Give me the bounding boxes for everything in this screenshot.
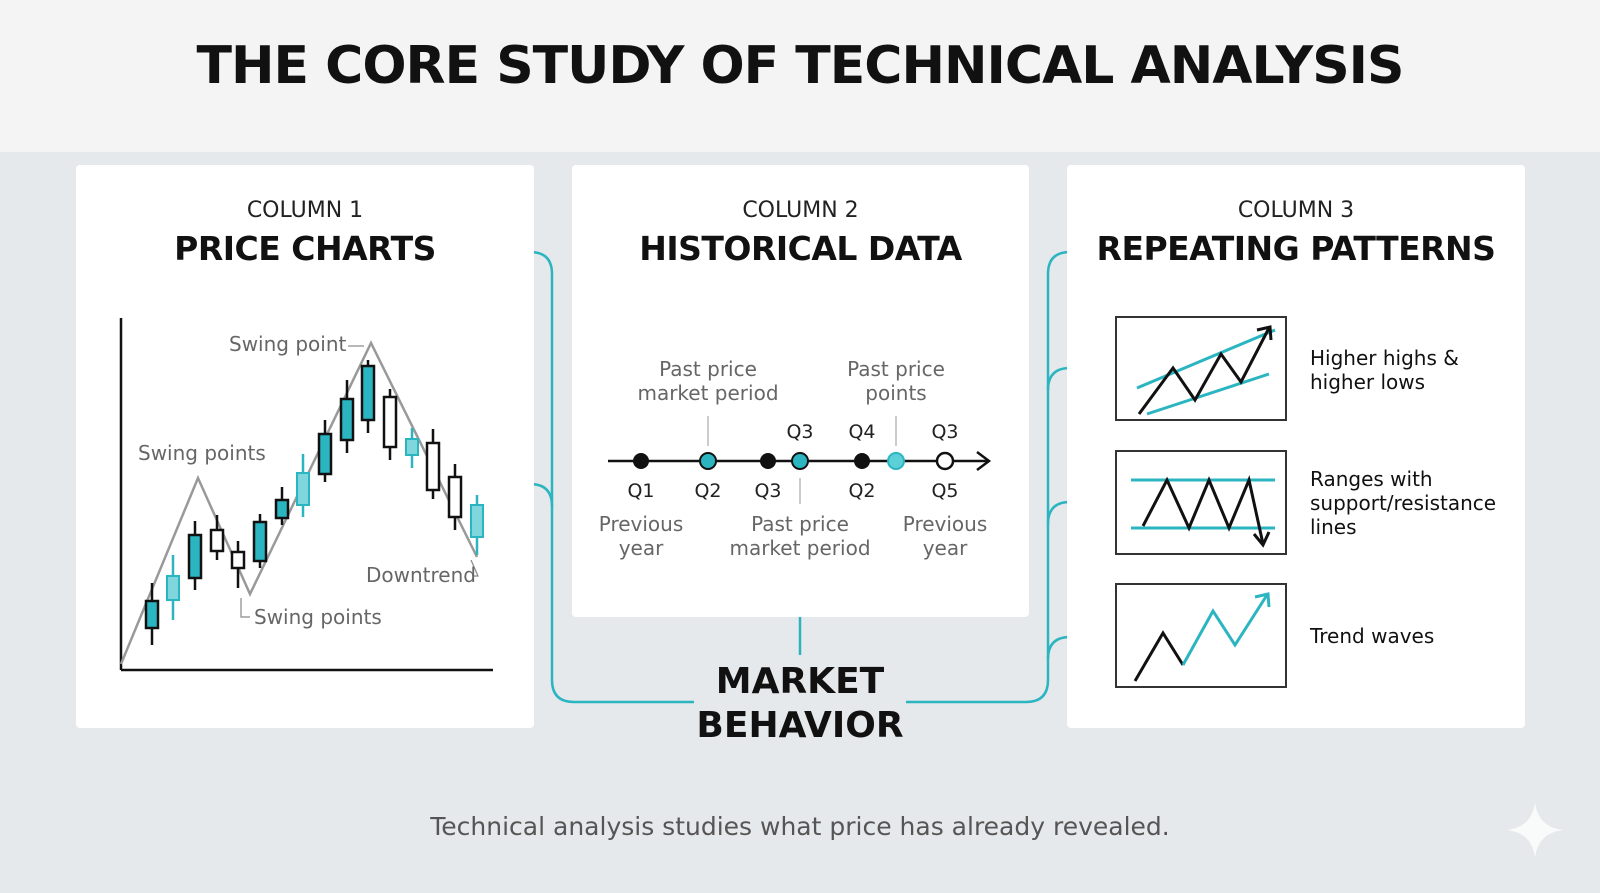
timeline-node-q3	[760, 453, 776, 469]
downtrend-leader	[470, 559, 479, 577]
column-1-title: PRICE CHARTS	[174, 229, 436, 268]
pattern-2-description: Ranges with support/resistance lines	[1310, 467, 1497, 539]
q3-upper-right-label: Q3	[931, 421, 959, 443]
swing-points-lower-leader	[240, 598, 250, 618]
candlestick-body	[425, 441, 441, 492]
timeline-node-q4	[854, 453, 870, 469]
candlestick-5	[230, 541, 246, 588]
candlestick-body	[470, 504, 484, 538]
candlestick-body	[339, 397, 355, 442]
timeline-node-q2	[699, 452, 717, 470]
column-1-label: COLUMN 1	[246, 198, 364, 223]
timeline-below-right: Previous year	[902, 512, 988, 560]
timeline-node-q3-upper	[791, 452, 809, 470]
timeline-node-q1	[633, 453, 649, 469]
historical-data-card: COLUMN 2 HISTORICAL DATA	[572, 165, 1029, 617]
swing-points-upper-label: Swing points	[138, 441, 266, 465]
column-2-title: HISTORICAL DATA	[639, 229, 962, 268]
timeline-above-left: Past price market period	[637, 357, 779, 405]
sparkle-icon	[1507, 802, 1563, 858]
column-3-label: COLUMN 3	[1237, 198, 1355, 223]
candlestick-6	[252, 514, 268, 568]
candlestick-14	[425, 429, 441, 499]
timeline-node-q5	[935, 451, 955, 471]
candlestick-15	[447, 464, 463, 530]
candlestick-body	[166, 575, 180, 601]
connector-repeating-patterns	[906, 250, 1104, 704]
candlestick-4	[209, 515, 225, 560]
range-support-resistance-icon	[1115, 450, 1287, 555]
q2-label: Q2	[694, 480, 722, 502]
trend-waves-icon	[1115, 583, 1287, 688]
swing-points-lower-label: Swing points	[254, 605, 382, 629]
candlestick-body	[209, 528, 225, 553]
timeline-above-right: Past price points	[847, 357, 945, 405]
candlestick-2	[166, 555, 180, 620]
footer-caption: Technical analysis studies what price ha…	[430, 812, 1170, 841]
candlestick-1	[144, 583, 160, 645]
candlestick-body	[144, 599, 160, 630]
downtrend-label: Downtrend	[366, 563, 476, 587]
pattern-3-description: Trend waves	[1310, 624, 1435, 648]
timeline-arrowhead	[976, 451, 992, 471]
candlestick-body	[447, 475, 463, 519]
candlestick-11	[360, 360, 376, 433]
candlestick-16	[470, 495, 484, 555]
timeline-below-middle: Past price market period	[729, 512, 871, 560]
column-3-title: REPEATING PATTERNS	[1096, 229, 1496, 268]
candlestick-body	[296, 472, 310, 506]
market-behavior-label: MARKET BEHAVIOR	[696, 661, 904, 746]
candlestick-8	[296, 454, 310, 517]
q3-upper-label: Q3	[786, 421, 814, 443]
candlestick-10	[339, 380, 355, 453]
column-2-label: COLUMN 2	[742, 198, 859, 223]
candlestick-13	[405, 428, 419, 468]
pattern-1-description: Higher highs & higher lows	[1310, 346, 1459, 394]
candlestick-body	[360, 364, 376, 422]
candlestick-body	[317, 432, 333, 476]
candlestick-12	[382, 389, 398, 460]
candlestick-9	[317, 420, 333, 482]
candlestick-body	[405, 438, 419, 456]
candlestick-body	[252, 520, 268, 563]
q5-label: Q5	[931, 480, 959, 502]
swing-point-label: Swing point	[229, 332, 347, 356]
swing-zigzag-line	[119, 340, 479, 665]
repeating-patterns-card: COLUMN 3 REPEATING PATTERNS	[1067, 165, 1525, 728]
candlestick-body	[274, 498, 290, 520]
connector-price-charts	[494, 250, 694, 704]
candlestick-3	[187, 521, 203, 590]
page-title: THE CORE STUDY OF TECHNICAL ANALYSIS	[196, 36, 1405, 96]
candlestick-body	[230, 550, 246, 570]
timeline-below-left: Previous year	[598, 512, 684, 560]
candlestick-7	[274, 487, 290, 525]
header-band: THE CORE STUDY OF TECHNICAL ANALYSIS	[0, 0, 1600, 152]
timeline-node-current	[887, 452, 905, 470]
q3-label: Q3	[754, 480, 782, 502]
candlestick-body	[382, 395, 398, 449]
q1-label: Q1	[627, 480, 655, 502]
candlestick-body	[187, 533, 203, 580]
q4-upper-label: Q4	[848, 421, 876, 443]
rising-channel-icon	[1115, 316, 1287, 421]
q2-lower-label: Q2	[848, 480, 876, 502]
